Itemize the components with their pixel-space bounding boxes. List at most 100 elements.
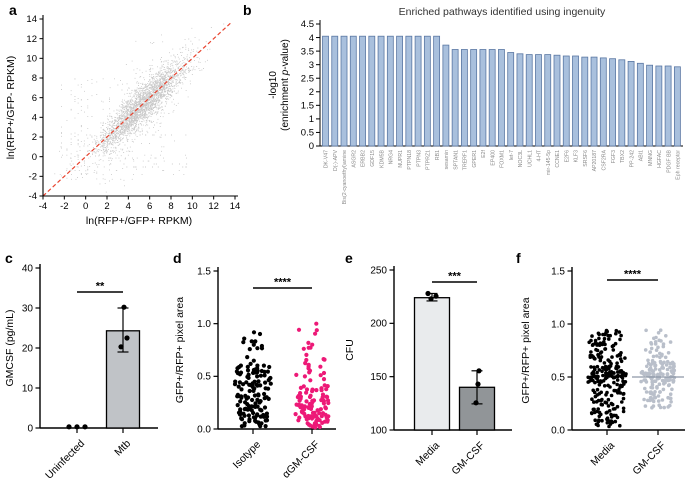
data-point [256, 420, 261, 425]
data-point [258, 373, 263, 378]
significance-stars: **** [624, 269, 642, 281]
data-point [297, 398, 302, 403]
panel-b-pathway-bar-chart: Enriched pathways identified using ingen… [268, 6, 683, 204]
data-point [308, 393, 313, 398]
significance-stars: **** [274, 277, 292, 289]
data-point [593, 418, 597, 422]
bar-label: SRSF6 [583, 150, 589, 167]
data-point [599, 412, 603, 417]
data-point [642, 372, 647, 377]
bar-label: KLF3 [574, 150, 580, 163]
data-point [593, 367, 597, 372]
data-point [252, 404, 257, 409]
data-point [597, 343, 602, 347]
data-point [612, 371, 616, 375]
x-tick-label: 6 [147, 201, 152, 212]
data-point [669, 369, 674, 373]
category-label: αGM-CSF [280, 439, 322, 481]
y-tick-label: 14 [26, 14, 37, 25]
bar [636, 62, 644, 147]
data-point [322, 357, 327, 362]
x-tick-label: -4 [39, 201, 47, 212]
data-point [433, 293, 439, 299]
data-point [666, 405, 670, 409]
panel-label-e: e [345, 250, 353, 266]
x-tick-label: 0 [83, 201, 88, 212]
data-point [242, 407, 247, 412]
panel-f-dot-plot: 0.0 0.5 1.0 1.5 GFP+/RFP+ pixel area Media GM-… [520, 266, 685, 477]
data-point [249, 339, 254, 344]
y-tick-label: 0.0 [197, 424, 211, 435]
data-point [124, 335, 130, 341]
data-point [614, 413, 618, 418]
data-point [236, 384, 241, 389]
data-point [74, 424, 80, 430]
data-point [304, 399, 309, 404]
data-point [253, 418, 258, 423]
data-point [263, 380, 268, 385]
data-point [600, 369, 604, 374]
category-label: GM-CSF [449, 440, 487, 478]
data-point [307, 368, 313, 373]
bar-label: sesamin [444, 150, 450, 169]
bar [377, 35, 385, 147]
y-tick-label: 1.0 [197, 319, 211, 330]
bar [349, 35, 357, 147]
data-point [661, 366, 665, 370]
data-point [243, 400, 248, 405]
data-point [296, 327, 302, 332]
bar [451, 49, 459, 147]
data-point [648, 350, 652, 354]
y-tick-label: 30 [22, 303, 34, 314]
bar-label: ABI1 [639, 150, 645, 161]
data-point [660, 378, 665, 383]
data-point [650, 368, 654, 373]
data-point [262, 373, 267, 378]
data-point [663, 380, 667, 385]
data-point [319, 388, 324, 393]
bar-label: DK-V47 [324, 150, 330, 168]
bar [618, 59, 626, 147]
data-point [604, 393, 608, 397]
panel-label-c: c [5, 250, 13, 266]
data-point [596, 374, 600, 379]
data-point [259, 346, 265, 351]
data-point [257, 331, 263, 337]
bar [460, 49, 468, 147]
data-point [241, 382, 246, 387]
data-point [612, 380, 616, 385]
y-tick-label: 2 [32, 132, 37, 143]
y-tick-label: 1.5 [301, 101, 314, 112]
bar [405, 35, 413, 147]
data-point [238, 407, 243, 412]
panel-label-b: b [243, 2, 252, 18]
y-tick-label: 2.5 [301, 73, 314, 84]
bar [572, 55, 579, 147]
data-point [298, 385, 303, 390]
data-point [268, 375, 273, 381]
data-point [473, 400, 479, 406]
data-point [670, 387, 674, 392]
bar-label: TBX2 [620, 150, 626, 163]
data-point [324, 415, 329, 420]
data-point [309, 416, 315, 421]
bar-label: FGF3 [611, 150, 617, 163]
data-point [320, 395, 325, 400]
data-point [639, 379, 643, 384]
y-tick-label: 1.5 [197, 266, 211, 277]
data-point [651, 399, 656, 404]
y-tick-label: 100 [370, 425, 387, 436]
bar [322, 35, 329, 147]
data-point [326, 400, 331, 406]
data-point [665, 372, 670, 376]
bar-label: NUPR1 [398, 150, 404, 168]
data-point [238, 399, 243, 404]
data-point [661, 387, 666, 392]
data-point [649, 377, 654, 381]
data-point [603, 400, 607, 405]
data-point [268, 381, 273, 386]
data-point [621, 406, 626, 411]
bar [590, 56, 598, 147]
data-point [255, 346, 260, 351]
data-point [656, 394, 661, 398]
